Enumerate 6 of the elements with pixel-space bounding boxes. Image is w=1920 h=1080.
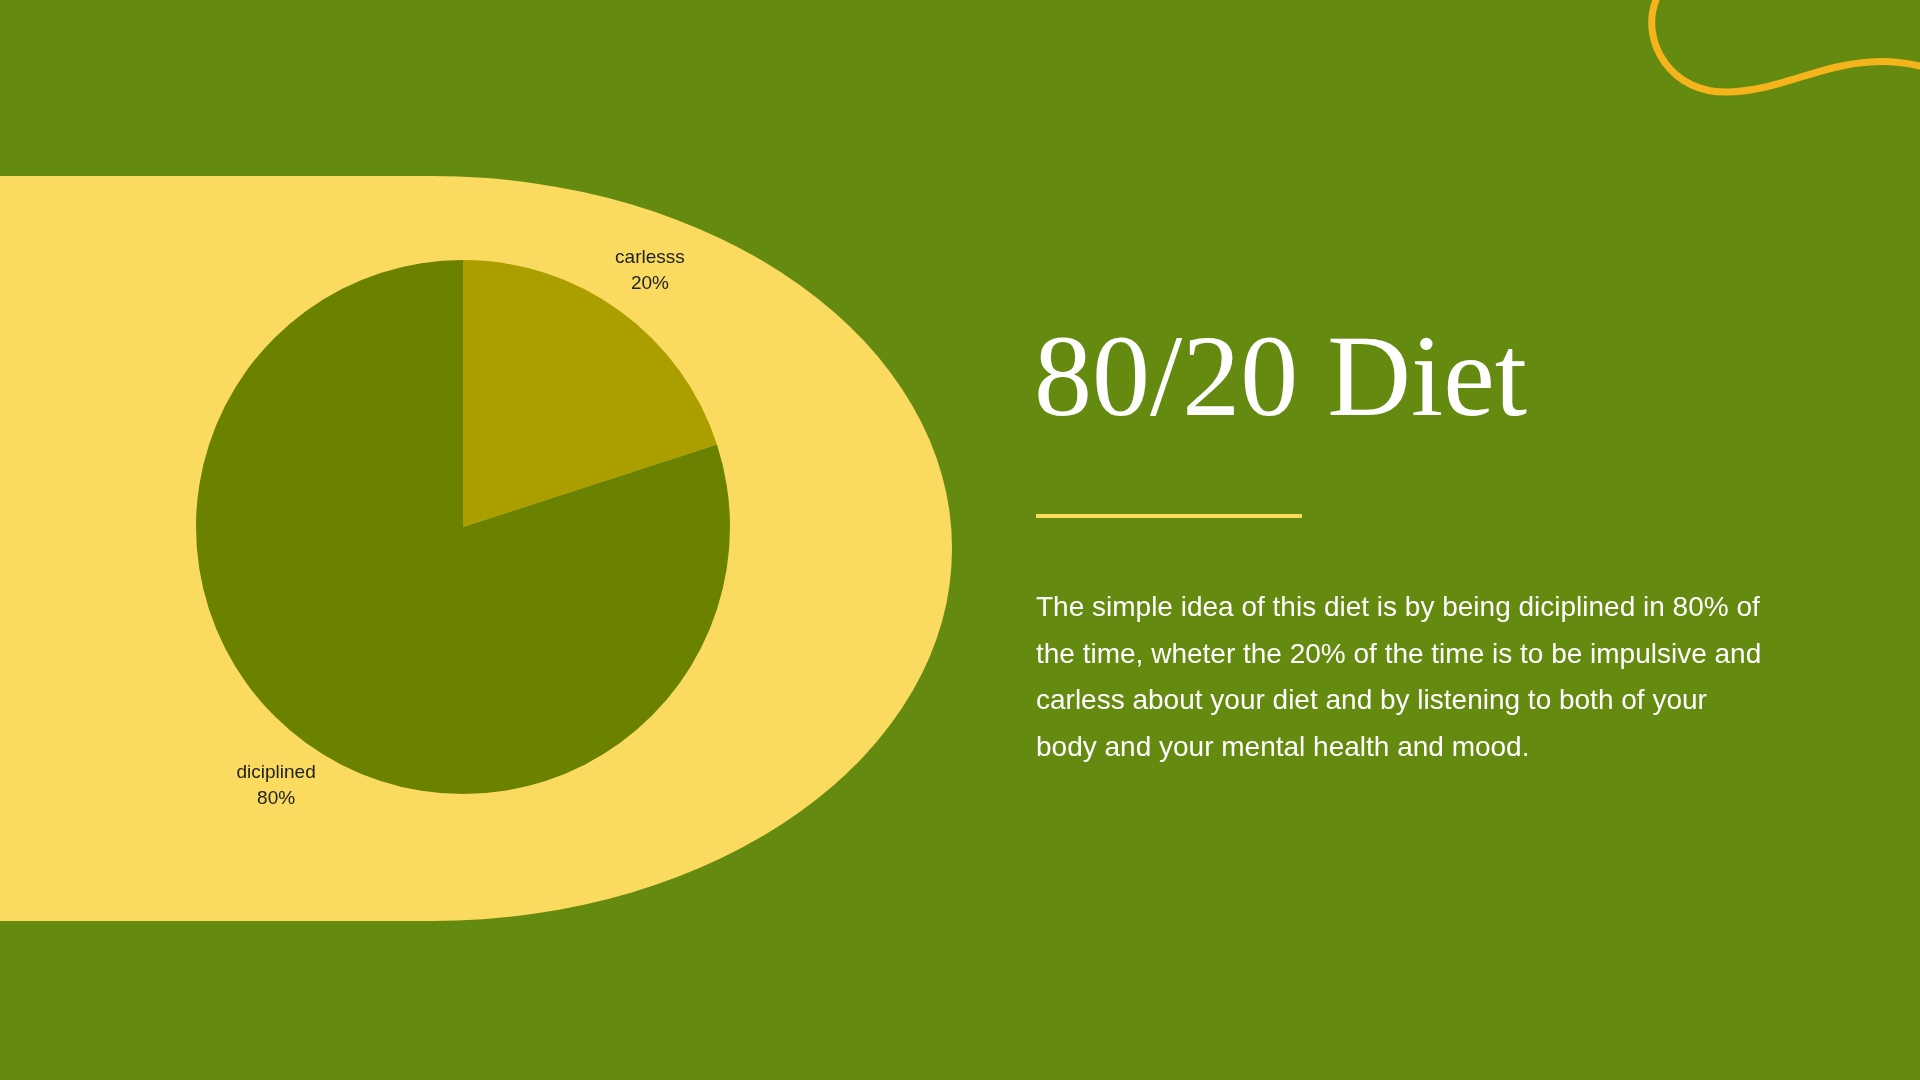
text: 80/20 Diet [1034,311,1527,442]
data-label: 20% [630,271,670,293]
data-label: 80% [257,786,296,808]
text: The simple idea of this diet is by being diciplined in 80% of the time, wheter the 20% of the time is to be impulsive and carless about your diet and by listening to both of your body and your mental health and mood. [1036,590,1763,764]
slice-label: carlesss [615,245,685,267]
slice-label: diciplined [236,760,316,782]
